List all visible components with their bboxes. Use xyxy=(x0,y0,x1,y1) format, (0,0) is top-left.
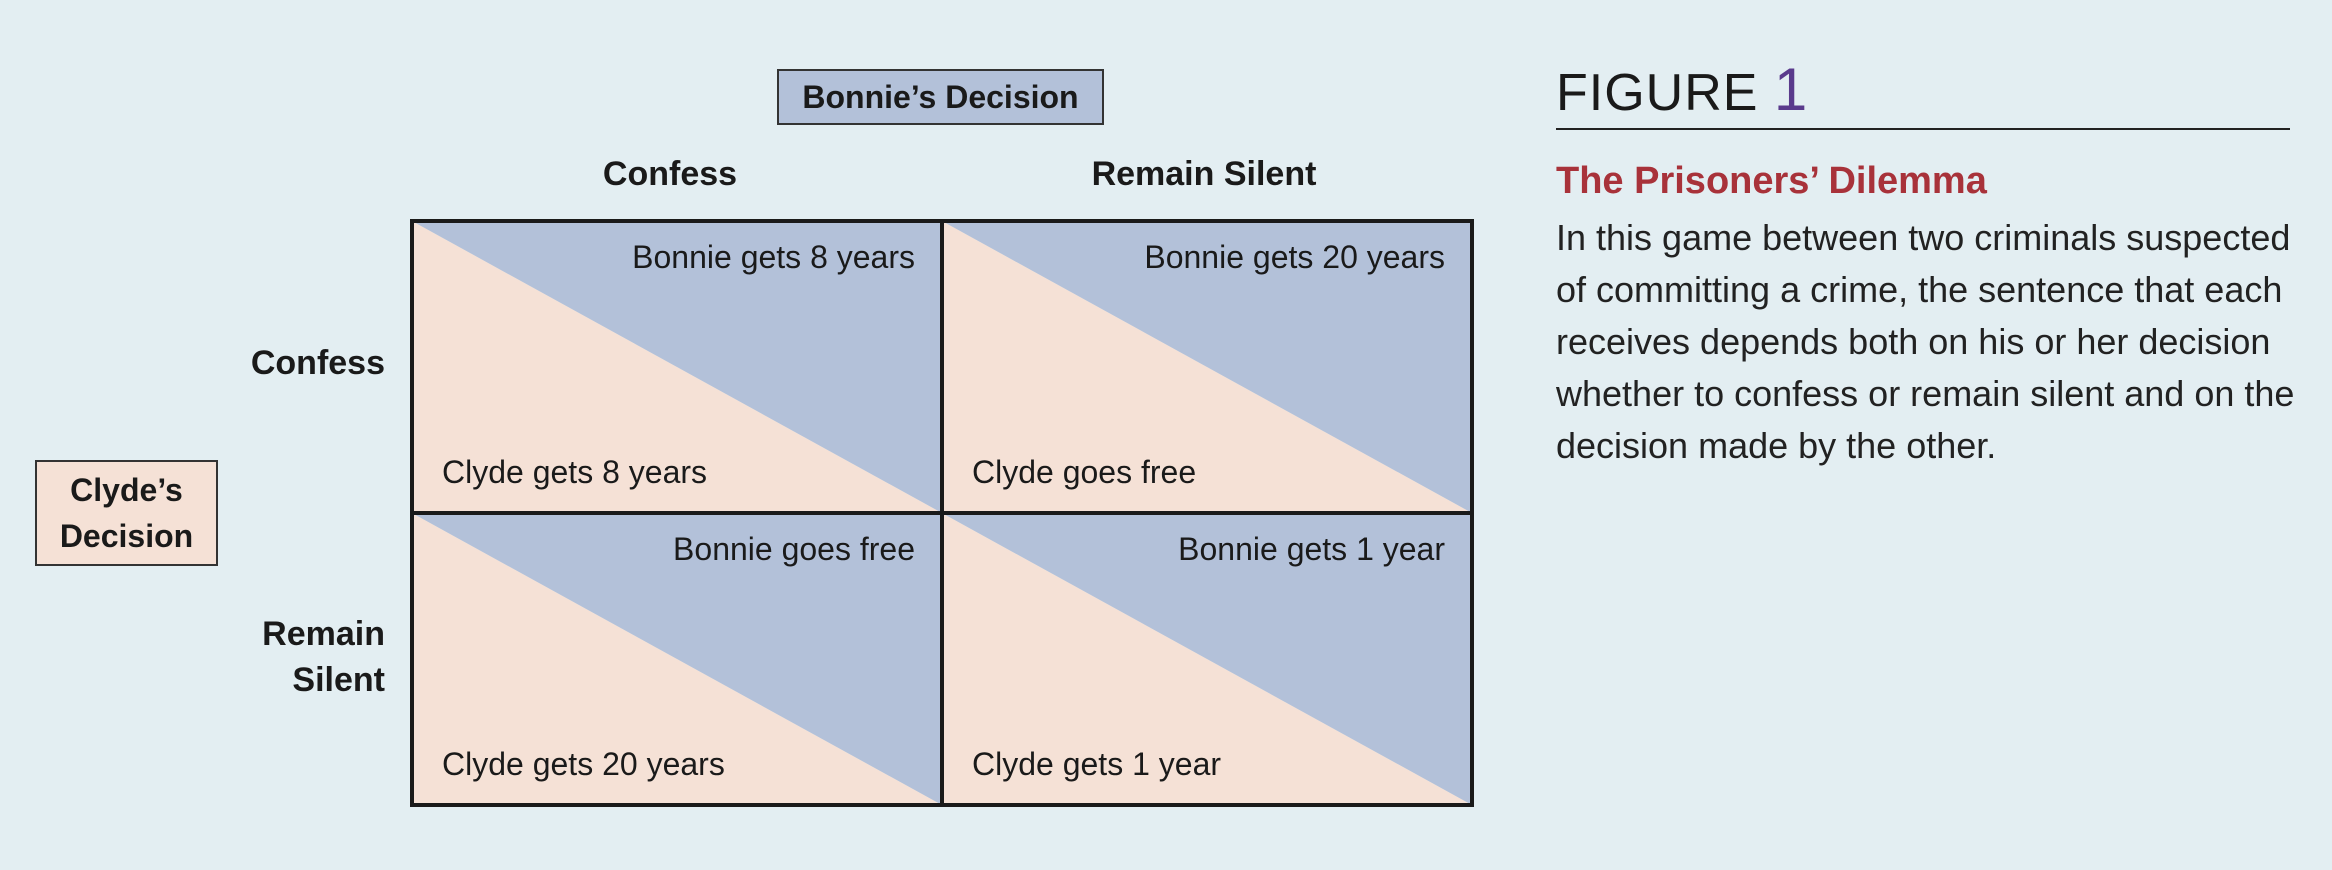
row-header-remain-silent: Remain Silent xyxy=(262,611,385,703)
bonnie-payoff: Bonnie goes free xyxy=(673,531,915,567)
figure-number: 1 xyxy=(1773,56,1809,123)
column-header-confess: Confess xyxy=(602,155,738,193)
row-header-remain-silent-line2: Silent xyxy=(292,661,385,699)
cell-silent-silent: Bonnie gets 1 year Clyde gets 1 year xyxy=(942,513,1472,805)
clyde-decision-line2: Decision xyxy=(59,518,194,554)
bonnie-payoff: Bonnie gets 20 years xyxy=(1144,239,1445,275)
clyde-payoff: Clyde gets 8 years xyxy=(442,454,708,490)
caption-divider xyxy=(1556,128,2290,130)
bonnie-decision-text: Bonnie’s Decision xyxy=(802,78,1079,115)
row-header-confess-line1: Confess xyxy=(250,344,385,382)
bonnie-payoff: Bonnie gets 1 year xyxy=(1178,531,1445,567)
clyde-payoff: Clyde gets 20 years xyxy=(442,746,725,782)
column-header-remain-silent: Remain Silent xyxy=(1091,155,1317,193)
cell-silent-confess: Bonnie goes free Clyde gets 20 years xyxy=(412,513,942,805)
row-header-remain-silent-line1: Remain xyxy=(262,615,385,653)
clyde-payoff: Clyde goes free xyxy=(972,454,1197,490)
bonnie-decision-label: Bonnie’s Decision xyxy=(777,69,1104,125)
clyde-decision-line1: Clyde’s xyxy=(70,472,183,508)
payoff-matrix: Bonnie gets 8 years Clyde gets 8 years B… xyxy=(410,219,1474,807)
clyde-decision-label: Clyde’s Decision xyxy=(35,460,218,566)
caption-title: The Prisoners’ Dilemma xyxy=(1556,160,1987,202)
row-header-confess: Confess xyxy=(251,340,385,386)
clyde-payoff: Clyde gets 1 year xyxy=(972,746,1222,782)
bonnie-payoff: Bonnie gets 8 years xyxy=(632,239,915,275)
caption-body: In this game between two criminals suspe… xyxy=(1556,217,2295,466)
figure-label: FIGURE 1 xyxy=(1556,55,1808,124)
cell-confess-confess: Bonnie gets 8 years Clyde gets 8 years xyxy=(412,221,942,513)
cell-confess-silent: Bonnie gets 20 years Clyde goes free xyxy=(942,221,1472,513)
figure-label-text: FIGURE xyxy=(1556,64,1759,122)
